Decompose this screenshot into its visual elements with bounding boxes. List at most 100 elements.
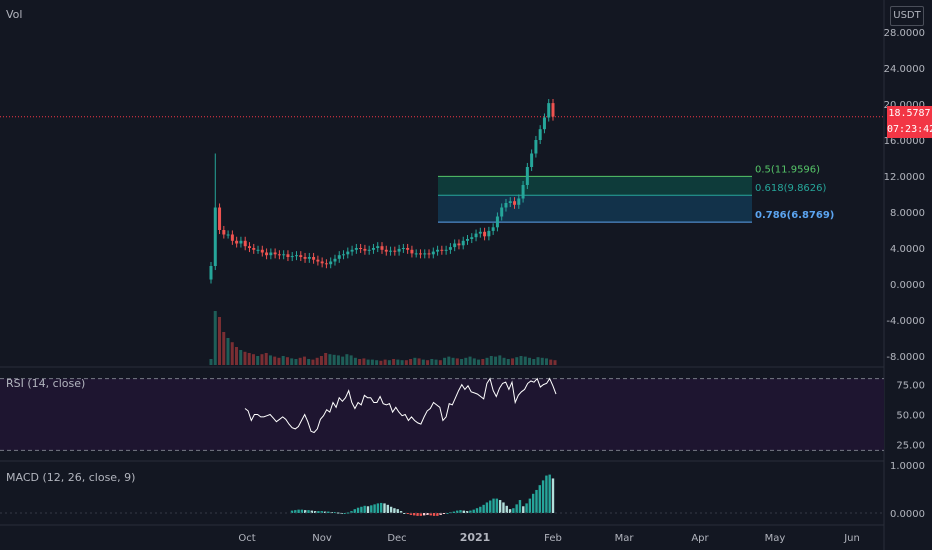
macd-histogram-bar — [531, 493, 535, 513]
candle-body — [406, 248, 410, 250]
volume-bar — [294, 359, 298, 365]
macd-histogram-bar — [502, 502, 505, 513]
rsi-tick-label: 25.00 — [896, 440, 925, 451]
macd-histogram-bar — [551, 478, 555, 513]
candle-body — [500, 207, 504, 217]
volume-bar — [498, 355, 502, 365]
macd-histogram-bar — [396, 509, 399, 513]
rsi-tick-label: 75.00 — [896, 381, 925, 392]
currency-selector[interactable]: USDT — [890, 6, 924, 26]
volume-bar — [319, 356, 323, 365]
macd-histogram-bar — [327, 511, 330, 513]
volume-bar — [302, 356, 306, 365]
candle-body — [444, 249, 448, 251]
volume-bar — [247, 353, 251, 365]
macd-histogram-bar — [545, 475, 548, 513]
volume-bar — [307, 359, 311, 365]
volume-bar — [324, 353, 328, 365]
candle-body — [333, 258, 337, 262]
candle-body — [252, 248, 256, 250]
volume-bar — [311, 359, 315, 365]
macd-histogram-bar — [492, 498, 495, 513]
candle-body — [431, 251, 435, 255]
volume-bar — [438, 360, 442, 365]
macd-histogram-bar — [462, 510, 465, 513]
volume-bar — [332, 354, 336, 365]
volume-bar — [222, 332, 226, 365]
macd-histogram-bar — [353, 509, 356, 513]
fib-level-label: 0.5(11.9596) — [755, 164, 820, 175]
macd-histogram-bar — [320, 511, 323, 513]
candle-body — [466, 239, 469, 241]
macd-histogram-bar — [472, 509, 475, 513]
candle-body — [235, 240, 239, 244]
volume-bar — [485, 357, 489, 365]
macd-histogram-bar — [482, 504, 485, 513]
macd-tick-label: 1.0000 — [890, 461, 925, 472]
time-tick-label: Apr — [691, 533, 709, 544]
macd-histogram-bar — [436, 513, 439, 516]
volume-bar — [370, 359, 374, 365]
fib-level-label: 0.618(9.8626) — [755, 183, 827, 194]
macd-histogram-bar — [393, 508, 396, 513]
candle-body — [265, 252, 269, 256]
candle-body — [299, 255, 303, 257]
price-tick-label: -8.0000 — [886, 352, 925, 363]
macd-tick-label: 0.0000 — [890, 509, 925, 520]
candle-body — [551, 103, 555, 117]
macd-histogram-bar — [432, 513, 436, 516]
candle-body — [312, 257, 316, 260]
macd-histogram-bar — [313, 511, 317, 513]
candle-body — [470, 237, 474, 239]
volume-bar — [277, 357, 281, 365]
price-tick-label: 8.0000 — [890, 208, 925, 219]
volume-bar — [464, 357, 468, 365]
macd-histogram-bar — [485, 502, 489, 513]
macd-histogram-bar — [403, 513, 406, 514]
volume-bar — [519, 356, 523, 365]
macd-histogram-bar — [422, 513, 426, 516]
volume-bar — [273, 356, 277, 365]
macd-histogram-bar — [337, 512, 340, 514]
volume-bar — [489, 356, 493, 365]
candle-body — [474, 233, 478, 238]
volume-bar — [298, 357, 302, 365]
volume-bar — [358, 359, 362, 365]
macd-histogram-bar — [548, 474, 551, 513]
candle-body — [457, 243, 461, 246]
time-tick-label: Jun — [843, 533, 860, 544]
candle-body — [389, 250, 393, 252]
macd-histogram-bar — [380, 502, 383, 513]
candle-body — [277, 254, 281, 256]
volume-bar — [434, 359, 438, 365]
volume-bar — [468, 356, 472, 365]
volume-bar — [268, 355, 272, 365]
macd-histogram-bar — [300, 509, 304, 513]
time-tick-label: Mar — [615, 533, 635, 544]
volume-bar — [256, 356, 260, 365]
macd-legend[interactable]: MACD (12, 26, close, 9) — [6, 471, 136, 484]
macd-histogram-bar — [409, 513, 413, 515]
candle-body — [513, 201, 517, 205]
macd-histogram-bar — [469, 510, 472, 513]
candle-body — [521, 185, 525, 199]
rsi-legend[interactable]: RSI (14, close) — [6, 377, 86, 390]
volume-bar — [281, 356, 285, 365]
candle-body — [380, 246, 384, 250]
macd-histogram-bar — [304, 510, 307, 513]
candle-body — [461, 240, 465, 246]
macd-histogram-bar — [439, 513, 442, 515]
candle-body — [525, 167, 529, 185]
volume-bar — [451, 357, 455, 365]
time-tick-label: 2021 — [460, 531, 491, 544]
volume-bar — [477, 359, 481, 365]
macd-histogram-bar — [386, 504, 390, 513]
volume-bar — [260, 354, 264, 365]
volume-bar — [494, 356, 498, 365]
candle-body — [436, 249, 440, 252]
volume-bar — [430, 359, 434, 365]
volume-bar — [341, 356, 345, 365]
volume-bar — [243, 351, 247, 365]
macd-histogram-bar — [452, 511, 456, 513]
